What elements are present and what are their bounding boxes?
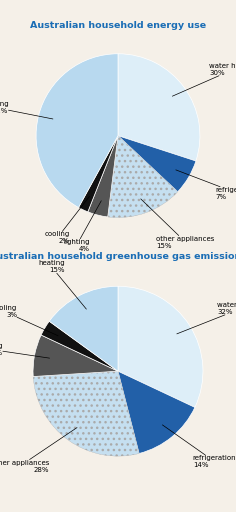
Wedge shape (88, 136, 118, 217)
Wedge shape (36, 54, 118, 207)
Text: other appliances
15%: other appliances 15% (141, 199, 215, 248)
Title: Australian household energy use: Australian household energy use (30, 20, 206, 30)
Wedge shape (118, 371, 195, 454)
Text: other appliances
28%: other appliances 28% (0, 428, 77, 473)
Wedge shape (49, 286, 118, 371)
Text: refrigeration
14%: refrigeration 14% (162, 425, 236, 468)
Wedge shape (118, 286, 203, 408)
Wedge shape (33, 335, 118, 376)
Text: refrigeration
7%: refrigeration 7% (176, 170, 236, 200)
Wedge shape (79, 136, 118, 212)
Wedge shape (118, 136, 196, 192)
Text: cooling
2%: cooling 2% (45, 197, 89, 244)
Text: heating
42%: heating 42% (0, 101, 53, 119)
Text: cooling
3%: cooling 3% (0, 305, 58, 336)
Text: heating
15%: heating 15% (38, 260, 86, 309)
Wedge shape (108, 136, 178, 218)
Wedge shape (33, 371, 139, 456)
Text: lighting
8%: lighting 8% (0, 343, 50, 358)
Text: water heating
30%: water heating 30% (172, 63, 236, 96)
Wedge shape (41, 321, 118, 371)
Text: lighting
4%: lighting 4% (63, 201, 101, 252)
Wedge shape (118, 54, 200, 161)
Text: water heating
32%: water heating 32% (177, 302, 236, 334)
Title: Australian household greenhouse gas emissions: Australian household greenhouse gas emis… (0, 252, 236, 262)
